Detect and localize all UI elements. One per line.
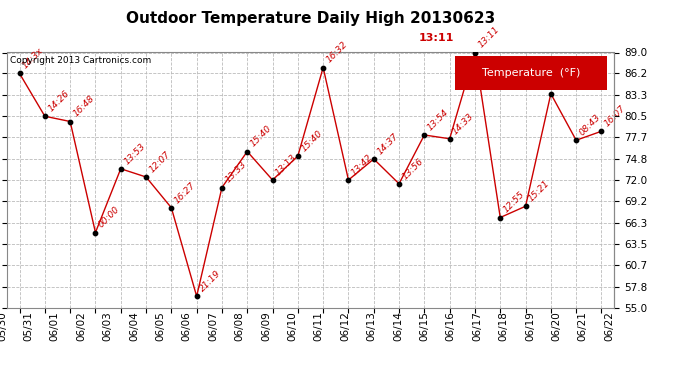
Text: 06/13: 06/13 <box>366 311 377 341</box>
Point <box>166 205 177 211</box>
Text: 06/21: 06/21 <box>578 311 588 341</box>
Point <box>343 177 354 183</box>
Text: 05/30: 05/30 <box>0 311 7 341</box>
Text: 16:07: 16:07 <box>603 104 628 129</box>
Text: 06/03: 06/03 <box>103 311 112 341</box>
Text: 14:26: 14:26 <box>46 89 71 114</box>
Text: 14:3x: 14:3x <box>21 46 46 71</box>
Text: 06/05: 06/05 <box>155 311 166 341</box>
Point <box>14 70 25 76</box>
Text: 06/02: 06/02 <box>76 311 86 341</box>
Text: 13:13: 13:13 <box>274 153 299 177</box>
Text: 06/11: 06/11 <box>314 311 324 341</box>
Text: 06/19: 06/19 <box>525 311 535 341</box>
Text: Copyright 2013 Cartronics.com: Copyright 2013 Cartronics.com <box>10 56 152 65</box>
Text: 06/15: 06/15 <box>420 311 429 341</box>
Point <box>444 136 455 142</box>
Text: 13:54: 13:54 <box>426 108 451 132</box>
Text: Temperature  (°F): Temperature (°F) <box>482 68 580 78</box>
Text: 06/22: 06/22 <box>604 311 614 341</box>
Point <box>90 230 101 236</box>
Text: 12:55: 12:55 <box>502 190 526 215</box>
Point <box>39 113 50 119</box>
Point <box>545 91 556 97</box>
Text: 06/07: 06/07 <box>208 311 218 341</box>
Point <box>115 166 126 172</box>
Text: 12:07: 12:07 <box>148 150 172 174</box>
Text: 13:56: 13:56 <box>400 156 425 181</box>
Point <box>141 174 152 180</box>
Point <box>596 128 607 134</box>
Point <box>469 50 480 55</box>
Text: 14:37: 14:37 <box>375 132 400 156</box>
Text: 06/17: 06/17 <box>472 311 482 341</box>
Text: 05/31: 05/31 <box>23 311 33 341</box>
Text: 06/08: 06/08 <box>235 311 244 341</box>
Text: 15:21: 15:21 <box>527 179 552 204</box>
Text: 06/14: 06/14 <box>393 311 403 341</box>
Point <box>217 184 228 190</box>
Text: Outdoor Temperature Daily High 20130623: Outdoor Temperature Daily High 20130623 <box>126 11 495 26</box>
Point <box>419 132 430 138</box>
Text: 13:33: 13:33 <box>224 160 248 185</box>
Text: 13:53: 13:53 <box>122 141 147 166</box>
Point <box>393 181 404 187</box>
Point <box>267 177 278 183</box>
Text: 13:42: 13:42 <box>350 153 375 177</box>
Point <box>65 118 76 124</box>
Text: 16:48: 16:48 <box>72 94 97 119</box>
Point <box>495 214 506 220</box>
Text: 21:19: 21:19 <box>198 269 223 294</box>
Text: 08:43: 08:43 <box>578 113 602 138</box>
Point <box>191 293 202 299</box>
Text: 06/01: 06/01 <box>50 311 60 341</box>
Point <box>293 153 304 159</box>
Text: 06/06: 06/06 <box>181 311 192 341</box>
Text: 06/09: 06/09 <box>261 311 271 341</box>
Text: 13:11: 13:11 <box>419 33 455 43</box>
Text: 06/20: 06/20 <box>551 311 561 341</box>
Text: 14:33: 14:33 <box>451 111 476 136</box>
Text: 13:11: 13:11 <box>476 25 501 50</box>
Text: 15:40: 15:40 <box>248 124 273 149</box>
Text: 06/10: 06/10 <box>287 311 297 341</box>
Text: 06/12: 06/12 <box>340 311 350 341</box>
Text: 16:27: 16:27 <box>172 180 197 205</box>
Text: 14:32: 14:32 <box>552 66 577 91</box>
Text: 16:32: 16:32 <box>324 40 349 65</box>
Text: 00:00: 00:00 <box>97 205 121 230</box>
Point <box>368 156 380 162</box>
Text: 15:40: 15:40 <box>299 129 324 153</box>
Point <box>317 64 328 70</box>
Point <box>520 203 531 209</box>
Text: 06/16: 06/16 <box>446 311 455 341</box>
Text: 06/18: 06/18 <box>498 311 509 341</box>
Point <box>571 137 582 143</box>
Point <box>241 148 253 154</box>
Text: 06/04: 06/04 <box>129 311 139 341</box>
